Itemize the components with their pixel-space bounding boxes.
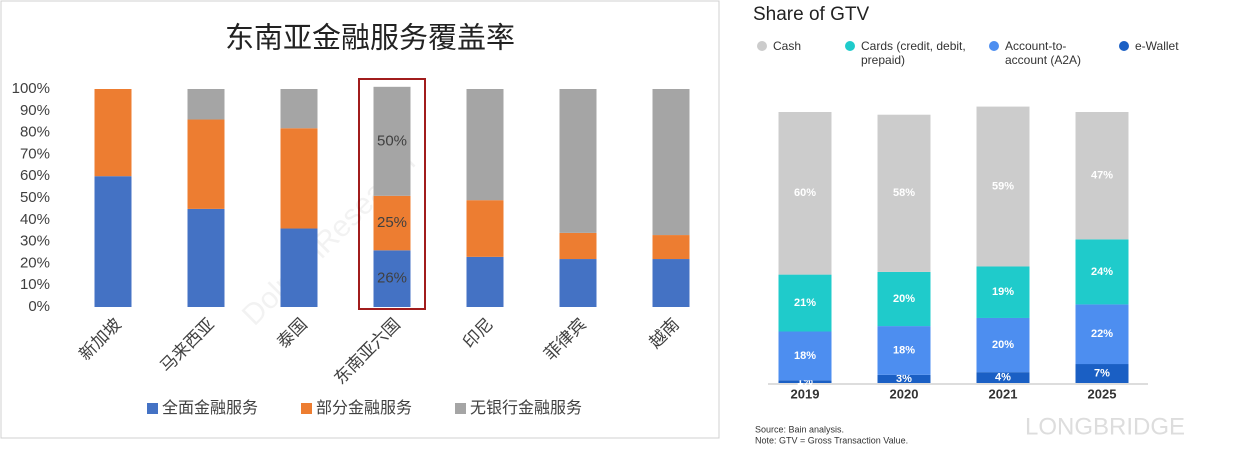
y-tick-label: 0%: [28, 298, 50, 315]
data-label: 21%: [794, 297, 816, 309]
bar-segment: [652, 259, 690, 307]
data-label: 20%: [992, 339, 1014, 351]
legend-marker: [1119, 41, 1129, 51]
bar-segment: [877, 326, 931, 375]
data-label: 3%: [896, 373, 912, 385]
y-tick-label: 30%: [20, 233, 50, 250]
bar-segment: [187, 208, 225, 307]
bar-segment: [280, 89, 318, 129]
data-label: 58%: [893, 187, 915, 199]
legend-label: 全面金融服务: [162, 399, 258, 417]
y-tick-label: 100%: [12, 80, 50, 97]
x-tick-label: 2021: [989, 386, 1018, 401]
bar-segment: [559, 259, 597, 307]
y-tick-label: 10%: [20, 276, 50, 293]
chart-title: 东南亚金融服务覆盖率: [225, 22, 515, 55]
bar-segment: [976, 317, 1030, 373]
bar-segment: [187, 119, 225, 209]
legend-marker: [989, 41, 999, 51]
bar-segment: [1075, 304, 1129, 365]
bar-segment: [1075, 112, 1129, 240]
data-label: 22%: [1091, 328, 1113, 340]
bar-segment: [976, 372, 1030, 383]
bar-segment: [877, 374, 931, 383]
bar-segment: [280, 128, 318, 229]
legend-marker: [757, 41, 767, 51]
footnote: Note: GTV = Gross Transaction Value.: [755, 435, 908, 445]
x-tick-label: 2019: [791, 386, 820, 401]
x-tick-label: 菲律宾: [541, 315, 590, 364]
bar-segment: [652, 235, 690, 260]
watermark: LONGBRIDGE: [1025, 413, 1185, 440]
chart-frame: [0, 0, 720, 439]
bar-segment: [778, 331, 832, 381]
legend-label: Cash: [773, 39, 802, 53]
data-label: 7%: [1094, 367, 1110, 379]
bar-segment: [373, 250, 411, 307]
data-label: 47%: [1091, 170, 1113, 182]
y-tick-label: 20%: [20, 254, 50, 271]
data-label: 18%: [893, 344, 915, 356]
bar-segment: [559, 89, 597, 233]
y-tick-label: 80%: [20, 124, 50, 141]
bar-segment: [466, 89, 504, 201]
bar-segment: [877, 114, 931, 272]
data-label: 24%: [1091, 266, 1113, 278]
y-tick-label: 50%: [20, 189, 50, 206]
bar-segment: [94, 89, 132, 177]
x-tick-label: 泰国: [274, 315, 311, 352]
x-tick-label: 越南: [646, 315, 683, 352]
legend-label: Cards (credit, debit, prepaid): [861, 39, 966, 67]
x-tick-label: 新加坡: [76, 315, 125, 364]
data-label: 20%: [893, 293, 915, 305]
bar-segment: [976, 106, 1030, 267]
bar-segment: [877, 271, 931, 327]
y-tick-label: 40%: [20, 211, 50, 228]
data-label: 18%: [794, 350, 816, 362]
bar-segment: [976, 266, 1030, 318]
bar-segment: [778, 380, 832, 383]
y-tick-label: 70%: [20, 145, 50, 162]
source-note: Source: Bain analysis.: [755, 424, 844, 434]
x-tick-label: 2025: [1088, 386, 1117, 401]
data-label: 60%: [794, 187, 816, 199]
legend-label: Account-to-account (A2A): [1005, 39, 1082, 67]
data-label: 50%: [377, 132, 407, 149]
bar-segment: [1075, 364, 1129, 383]
legend-marker: [455, 403, 466, 414]
data-label: 4%: [995, 371, 1011, 383]
legend-label: 部分金融服务: [316, 399, 412, 417]
bar-segment: [280, 228, 318, 307]
highlight-box: [358, 78, 426, 310]
bar-segment: [652, 89, 690, 236]
bar-segment: [466, 256, 504, 307]
bar-segment: [778, 112, 832, 275]
legend-marker: [845, 41, 855, 51]
x-tick-label: 马来西亚: [156, 315, 218, 377]
legend-label: e-Wallet: [1135, 39, 1179, 53]
x-tick-label: 2020: [890, 386, 919, 401]
x-tick-label: 印尼: [460, 315, 497, 352]
data-label: 59%: [992, 180, 1014, 192]
bar-segment: [373, 195, 411, 251]
legend-marker: [301, 403, 312, 414]
data-label: 19%: [992, 286, 1014, 298]
data-label: 26%: [377, 270, 407, 287]
chart-title: Share of GTV: [753, 4, 869, 25]
x-tick-label: 东南亚六国: [330, 315, 404, 389]
bar-segment: [778, 274, 832, 332]
legend-marker: [147, 403, 158, 414]
y-tick-label: 60%: [20, 167, 50, 184]
bar-segment: [373, 86, 411, 196]
bar-segment: [559, 232, 597, 260]
y-tick-label: 90%: [20, 102, 50, 119]
bar-segment: [466, 200, 504, 257]
bar-segment: [94, 176, 132, 307]
bar-segment: [1075, 239, 1129, 305]
data-label: 25%: [377, 214, 407, 231]
bar-segment: [187, 89, 225, 120]
legend-label: 无银行金融服务: [470, 399, 582, 417]
